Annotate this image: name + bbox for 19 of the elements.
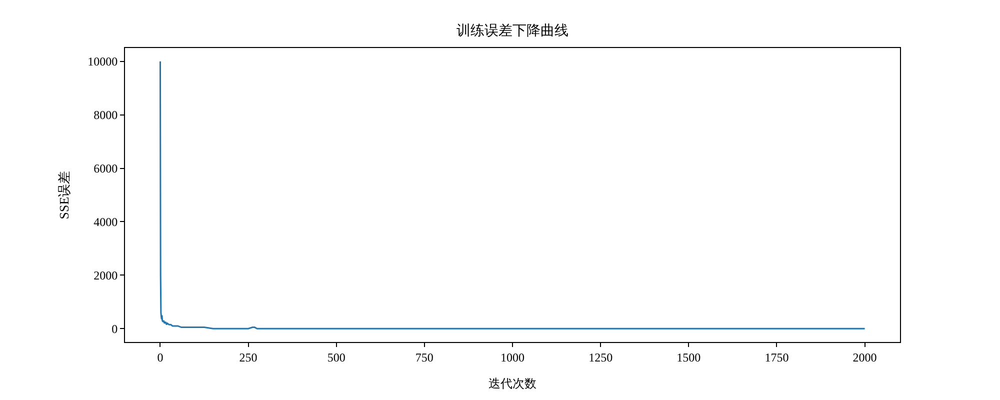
y-tick-label: 8000 bbox=[94, 108, 118, 122]
x-tick-label: 1750 bbox=[764, 350, 789, 364]
x-tick-label: 0 bbox=[157, 350, 164, 364]
chart-title: 训练误差下降曲线 bbox=[456, 22, 568, 39]
y-tick-label: 2000 bbox=[94, 268, 118, 282]
x-axis-title: 迭代次数 bbox=[488, 376, 536, 390]
y-tick-label: 0 bbox=[112, 322, 118, 336]
y-tick-label: 6000 bbox=[94, 161, 118, 176]
x-tick-label: 1250 bbox=[588, 350, 613, 364]
x-tick-label: 1500 bbox=[676, 350, 701, 364]
x-tick-label: 250 bbox=[239, 350, 258, 364]
y-axis-title: SSE误差 bbox=[56, 170, 72, 220]
line-series bbox=[159, 60, 866, 330]
x-tick-label: 750 bbox=[415, 350, 434, 364]
x-tick-label: 500 bbox=[327, 350, 346, 364]
y-tick-label: 4000 bbox=[94, 214, 118, 229]
x-tick-label: 2000 bbox=[852, 350, 877, 364]
x-tick-label: 1000 bbox=[500, 350, 524, 364]
y-tick-label: 10000 bbox=[88, 54, 118, 69]
